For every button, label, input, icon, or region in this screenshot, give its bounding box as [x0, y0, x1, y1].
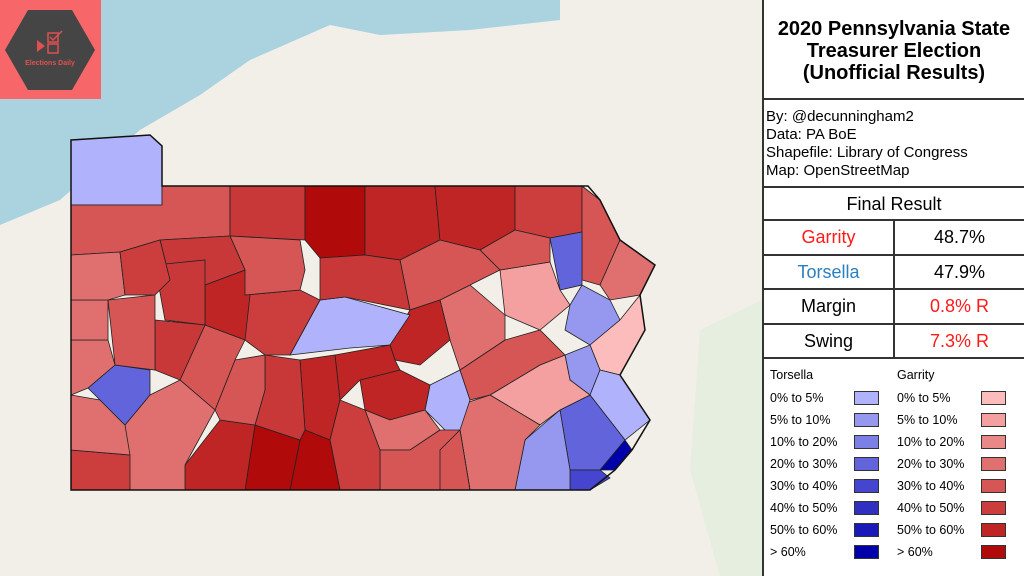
credits: By: @decunningham2 Data: PA BoE Shapefil…: [764, 100, 1024, 188]
legend-label: 0% to 5%: [770, 391, 824, 405]
logo-text: Elections Daily: [25, 60, 75, 67]
legend-swatch: [981, 435, 1006, 449]
legend-item: 20% to 30%: [770, 453, 897, 475]
legend-swatch: [981, 391, 1006, 405]
legend-item: 0% to 5%: [897, 387, 1024, 409]
legend-label: 10% to 20%: [897, 435, 965, 449]
county: [70, 134, 163, 206]
legend-swatch: [981, 457, 1006, 471]
credit-map: Map: OpenStreetMap: [766, 162, 910, 179]
legend-item: 40% to 50%: [897, 497, 1024, 519]
county: [514, 185, 583, 239]
credit-data: Data: PA BoE: [766, 126, 857, 143]
legend-label: 30% to 40%: [897, 479, 965, 493]
info-panel: 2020 Pennsylvania State Treasurer Electio…: [762, 0, 1024, 576]
elections-daily-logo: Elections Daily: [0, 0, 101, 99]
legend-item: 5% to 10%: [897, 409, 1024, 431]
title-line: Treasurer Election: [806, 40, 982, 62]
county: [589, 369, 651, 441]
county: [70, 299, 109, 341]
result-label: Margin: [764, 290, 895, 323]
atlantic-bay: [690, 300, 762, 576]
result-row-torsella: Torsella 47.9%: [764, 255, 1024, 290]
legend-label: 0% to 5%: [897, 391, 951, 405]
legend-label: 40% to 50%: [897, 501, 965, 515]
legend-item: 30% to 40%: [897, 475, 1024, 497]
legend-label: 50% to 60%: [770, 523, 838, 537]
legend-title: Garrity: [897, 368, 935, 382]
legend-label: 30% to 40%: [770, 479, 838, 493]
legend-title: Torsella: [770, 368, 814, 382]
result-value: 7.3% R: [929, 330, 990, 351]
result-value: 47.9%: [933, 261, 986, 282]
legend-garrity: Garrity 0% to 5% 5% to 10% 10% to 20% 20% to…: [897, 367, 1024, 563]
legend-swatch: [854, 391, 879, 405]
title-line: (Unofficial Results): [802, 62, 986, 84]
credit-shapefile: Shapefile: Library of Congress: [766, 144, 968, 161]
legend-label: 20% to 30%: [897, 457, 965, 471]
legend-swatch: [981, 545, 1006, 559]
legend-item: > 60%: [770, 541, 897, 563]
legend-item: 20% to 30%: [897, 453, 1024, 475]
legend: Torsella 0% to 5% 5% to 10% 10% to 20% 20% t…: [764, 359, 1024, 563]
legend-label: > 60%: [897, 545, 933, 559]
legend-item: 10% to 20%: [897, 431, 1024, 453]
legend-label: > 60%: [770, 545, 806, 559]
legend-swatch: [981, 479, 1006, 493]
legend-label: 5% to 10%: [897, 413, 958, 427]
title-line: 2020 Pennsylvania State: [777, 18, 1011, 40]
final-result-heading: Final Result: [764, 188, 1024, 221]
legend-swatch: [981, 501, 1006, 515]
legend-swatch: [854, 435, 879, 449]
legend-swatch: [854, 413, 879, 427]
state-outline: [70, 134, 656, 491]
legend-label: 40% to 50%: [770, 501, 838, 515]
legend-item: 50% to 60%: [770, 519, 897, 541]
legend-item: 40% to 50%: [770, 497, 897, 519]
result-label: Torsella: [764, 255, 895, 288]
result-row-garrity: Garrity 48.7%: [764, 221, 1024, 256]
result-label: Garrity: [764, 221, 895, 254]
legend-item: > 60%: [897, 541, 1024, 563]
legend-swatch: [854, 501, 879, 515]
legend-item: 10% to 20%: [770, 431, 897, 453]
result-row-swing: Swing 7.3% R: [764, 324, 1024, 359]
legend-label: 5% to 10%: [770, 413, 831, 427]
result-row-margin: Margin 0.8% R: [764, 290, 1024, 325]
legend-label: 10% to 20%: [770, 435, 838, 449]
county: [70, 251, 126, 301]
legend-label: 50% to 60%: [897, 523, 965, 537]
legend-label: 20% to 30%: [770, 457, 838, 471]
county: [70, 449, 131, 491]
credit-author: By: @decunningham2: [766, 108, 914, 125]
county: [229, 185, 306, 241]
chart-title: 2020 Pennsylvania State Treasurer Electio…: [764, 0, 1024, 100]
county: [107, 294, 156, 371]
county: [119, 239, 171, 296]
lake-ontario: [330, 0, 560, 35]
result-value: 48.7%: [933, 227, 986, 247]
county: [304, 185, 366, 259]
result-label: Swing: [764, 324, 895, 357]
legend-swatch: [981, 413, 1006, 427]
legend-item: 50% to 60%: [897, 519, 1024, 541]
legend-swatch: [854, 457, 879, 471]
legend-swatch: [854, 479, 879, 493]
legend-swatch: [854, 545, 879, 559]
result-value: 0.8% R: [929, 296, 990, 316]
county: [459, 329, 566, 401]
legend-swatch: [854, 523, 879, 537]
legend-item: 0% to 5%: [770, 387, 897, 409]
legend-torsella: Torsella 0% to 5% 5% to 10% 10% to 20% 20% t…: [770, 367, 897, 563]
legend-item: 5% to 10%: [770, 409, 897, 431]
county-map: [0, 0, 762, 576]
legend-item: 30% to 40%: [770, 475, 897, 497]
legend-swatch: [981, 523, 1006, 537]
